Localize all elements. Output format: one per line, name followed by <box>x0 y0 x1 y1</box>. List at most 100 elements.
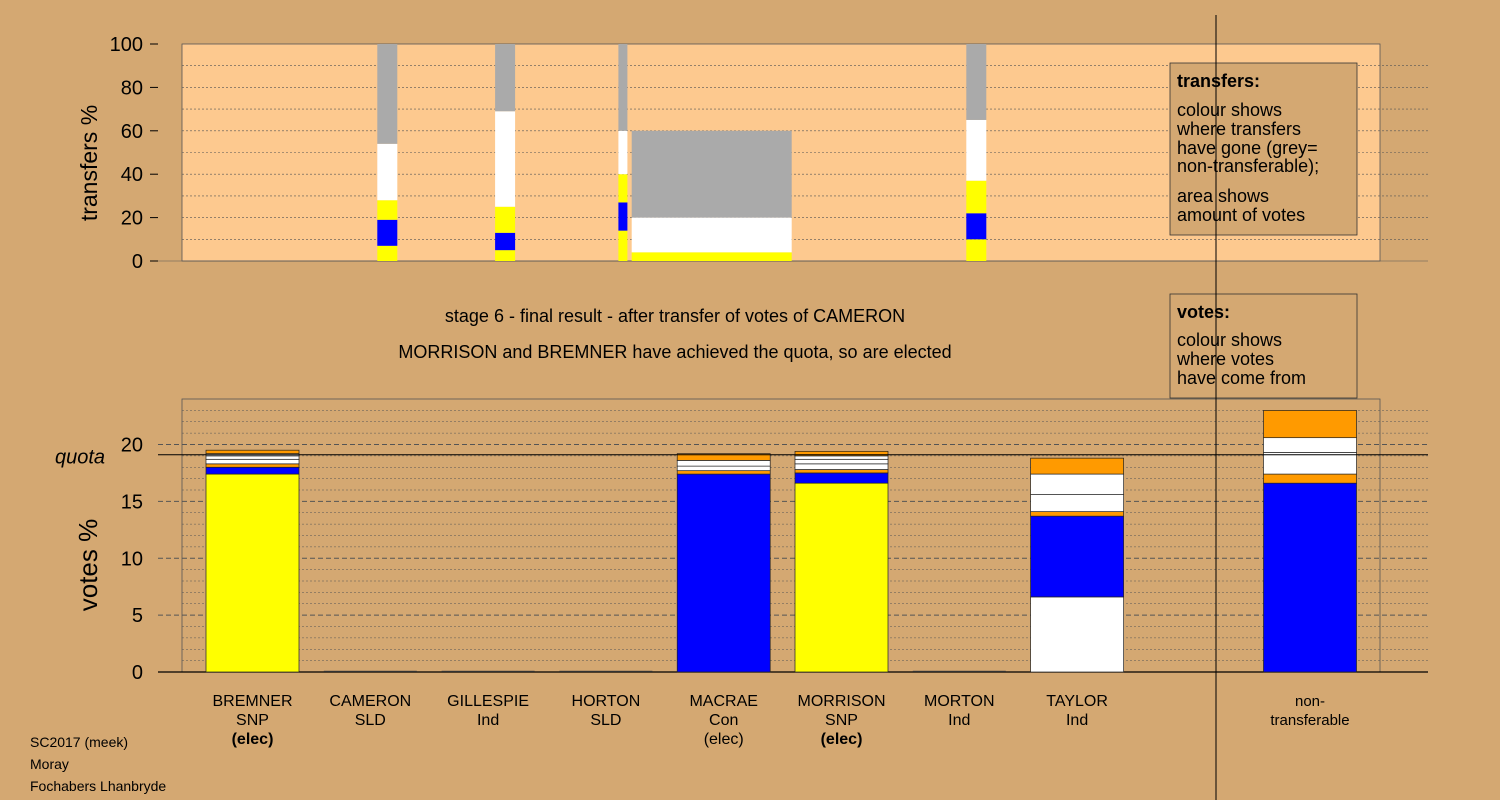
transfers-bar-segment <box>377 44 398 144</box>
candidate-status: (elec) <box>821 731 863 748</box>
transfers-bar-segment <box>495 111 516 207</box>
candidate-labels: BREMNER SNP (elec) CAMERON SLD GILLESPIE Ind HO… <box>212 693 1349 748</box>
transfers-legend-line: where transfers <box>1176 119 1301 139</box>
transfers-bar-segment <box>618 44 628 131</box>
transfers-y-tick-label: 80 <box>121 77 143 99</box>
transfers-legend-line: area shows <box>1177 186 1269 206</box>
transfers-bar-segment <box>495 206 516 233</box>
votes-bar-segment <box>1263 410 1357 439</box>
candidate-party: SLD <box>590 712 621 729</box>
votes-panel: 0 5 10 15 20 BREMNER SNP (elec) CAMERON SLD GILLE… <box>55 398 1428 748</box>
votes-legend-title: votes: <box>1177 302 1230 322</box>
votes-bar-segment <box>1263 482 1357 673</box>
stage-subtitle: MORRISON and BREMNER have achieved the q… <box>398 342 951 362</box>
transfers-bar-segment <box>966 239 987 261</box>
candidate-party: Ind <box>1066 712 1088 729</box>
votes-bar-empty <box>323 670 417 672</box>
votes-legend-line: where votes <box>1176 349 1274 369</box>
transfers-y-ticks: 0 20 40 60 80 100 <box>110 34 158 273</box>
votes-bar-segment <box>676 453 771 461</box>
votes-bar-empty <box>912 670 1006 672</box>
votes-bar-segment <box>1030 511 1124 517</box>
votes-y-tick-label: 5 <box>132 605 143 627</box>
transfers-y-tick-label: 100 <box>110 34 143 56</box>
votes-bar-segment <box>205 463 300 468</box>
votes-legend-line: have come from <box>1177 368 1306 388</box>
quota-label: quota <box>55 447 105 469</box>
transfers-bars <box>377 44 987 261</box>
candidate-party: Con <box>709 712 738 729</box>
votes-legend: votes: colour shows where votes have com… <box>1169 293 1358 399</box>
votes-bar-segment <box>794 463 889 470</box>
votes-bar-segment <box>794 469 889 474</box>
candidate-name: HORTON <box>572 693 641 710</box>
votes-bar-segment <box>1030 596 1124 673</box>
candidate-name: MACRAE <box>689 693 757 710</box>
votes-y-tick-label: 0 <box>132 662 143 684</box>
transfers-bar-segment <box>631 217 792 253</box>
transfers-y-tick-label: 60 <box>121 121 143 143</box>
transfers-bar-segment <box>618 130 628 175</box>
transfers-bar-segment <box>495 44 516 112</box>
footer-line: Moray <box>30 756 69 772</box>
candidate-party: SNP <box>825 712 858 729</box>
candidate-party: SLD <box>355 712 386 729</box>
votes-bar-segment <box>794 455 889 460</box>
votes-bar-segment <box>676 465 771 472</box>
transfers-legend-title: transfers: <box>1177 71 1260 91</box>
transfers-bar-segment <box>966 44 987 120</box>
candidate-status: (elec) <box>704 731 744 748</box>
transfers-legend-line: non-transferable); <box>1177 156 1319 176</box>
transfers-bar-segment <box>495 250 516 261</box>
votes-bar-segment <box>794 482 889 673</box>
votes-bar-segment <box>205 449 300 454</box>
transfers-bar-segment <box>495 232 516 251</box>
votes-bar-segment <box>205 455 300 460</box>
votes-bar-segment <box>1263 473 1357 484</box>
votes-legend-box <box>1169 293 1358 399</box>
transfers-y-tick-label: 40 <box>121 164 143 186</box>
candidate-name: MORTON <box>924 693 995 710</box>
votes-bar-segment <box>205 473 300 673</box>
transfers-bar-segment <box>618 202 628 231</box>
votes-y-tick-label: 20 <box>121 435 143 457</box>
transfers-bar-segment <box>966 180 987 214</box>
candidate-name: TAYLOR <box>1046 693 1108 710</box>
transfers-bar-segment <box>631 252 792 261</box>
transfers-y-tick-label: 0 <box>132 251 143 273</box>
candidate-party: Ind <box>948 712 970 729</box>
votes-bar-segment <box>676 470 771 475</box>
votes-bar-segment <box>1030 494 1124 512</box>
nontransferable-label: non- <box>1295 693 1325 710</box>
candidate-status: (elec) <box>232 731 274 748</box>
stage-title: stage 6 - final result - after transfer … <box>445 306 905 326</box>
votes-bar-segment <box>676 460 771 467</box>
transfers-bar-segment <box>618 230 628 261</box>
nontransferable-label: transferable <box>1270 712 1349 729</box>
candidate-name: CAMERON <box>329 693 411 710</box>
candidate-party: Ind <box>477 712 499 729</box>
votes-bar-segment <box>794 450 889 457</box>
transfers-legend-line: have gone (grey= <box>1177 138 1318 158</box>
footer-line: Fochabers Lhanbryde <box>30 778 166 794</box>
votes-bar-segment <box>1030 515 1124 598</box>
transfers-bar-segment <box>966 213 987 240</box>
votes-y-tick-label: 10 <box>121 548 143 570</box>
votes-y-ticks: 0 5 10 15 20 <box>121 435 143 685</box>
transfers-bar-segment <box>377 245 398 261</box>
candidate-name: BREMNER <box>212 693 292 710</box>
candidate-name: MORRISON <box>798 693 886 710</box>
votes-bar-segment <box>1030 457 1124 475</box>
votes-bar-empty <box>559 670 653 672</box>
transfers-legend-line: colour shows <box>1177 100 1282 120</box>
votes-bar-segment <box>1263 437 1357 453</box>
transfers-legend-box <box>1169 62 1358 236</box>
candidate-name: GILLESPIE <box>447 693 529 710</box>
transfers-bar-segment <box>377 219 398 246</box>
transfers-y-tick-label: 20 <box>121 208 143 230</box>
votes-bars <box>205 410 1357 673</box>
transfers-bar-segment <box>618 174 628 203</box>
transfers-y-axis-label: transfers % <box>76 105 102 221</box>
votes-y-axis-label: votes % <box>73 519 103 612</box>
